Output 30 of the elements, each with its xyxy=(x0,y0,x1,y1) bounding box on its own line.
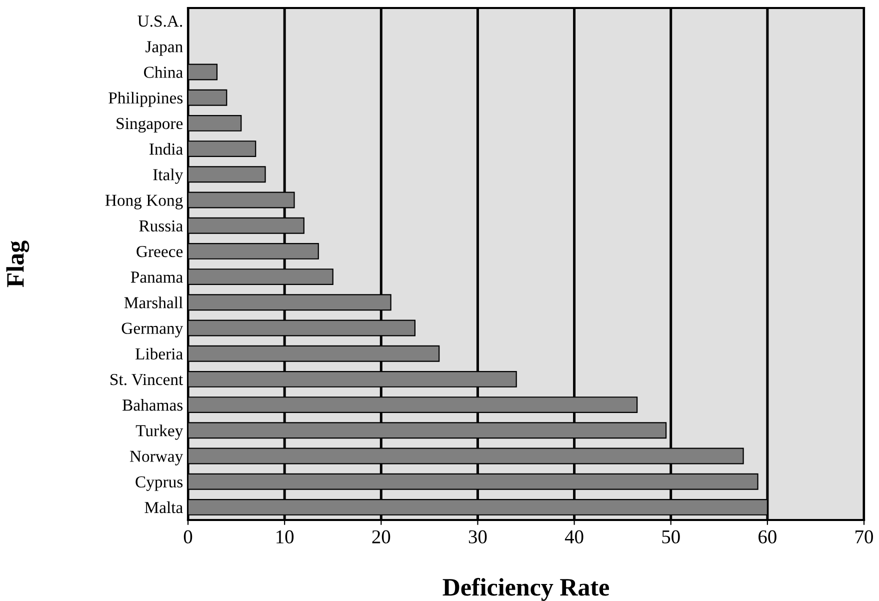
y-tick-label: Bahamas xyxy=(122,399,183,411)
x-tick-label: 10 xyxy=(276,530,294,544)
y-tick-label: Russia xyxy=(139,220,183,232)
y-tick-label: Singapore xyxy=(116,118,183,133)
y-tick-label: Panama xyxy=(130,272,183,283)
y-tick-label: U.S.A. xyxy=(138,16,182,27)
y-tick-label: Greece xyxy=(136,246,183,258)
y-tick-label: Philippines xyxy=(108,92,183,107)
y-tick-label: Cyprus xyxy=(136,476,183,491)
y-tick-label: Hong Kong xyxy=(105,194,183,210)
x-tick-label: 40 xyxy=(564,530,584,544)
x-tick-label: 60 xyxy=(758,530,776,544)
y-tick-label: St. Vincent xyxy=(110,374,184,386)
x-tick-label: 20 xyxy=(372,530,390,544)
x-axis-title: Deficiency Rate xyxy=(442,578,609,601)
x-tick-label: 50 xyxy=(662,530,680,544)
y-tick-label: India xyxy=(149,143,183,155)
x-tick-label: 30 xyxy=(468,530,487,544)
x-tick-label: 0 xyxy=(184,530,192,544)
y-tick-label: Liberia xyxy=(136,348,183,360)
y-tick-label: Germany xyxy=(122,322,184,338)
y-axis-title: Flag xyxy=(6,240,30,288)
y-tick-label: Malta xyxy=(144,501,183,514)
y-tick-label: Japan xyxy=(146,41,183,56)
y-tick-label: Norway xyxy=(130,450,184,466)
y-tick-label: Italy xyxy=(153,168,184,184)
y-tick-label: China xyxy=(144,66,183,78)
y-tick-label: Turkey xyxy=(136,424,184,440)
x-tick-label: 70 xyxy=(856,530,873,544)
y-tick-label: Marshall xyxy=(124,296,183,308)
